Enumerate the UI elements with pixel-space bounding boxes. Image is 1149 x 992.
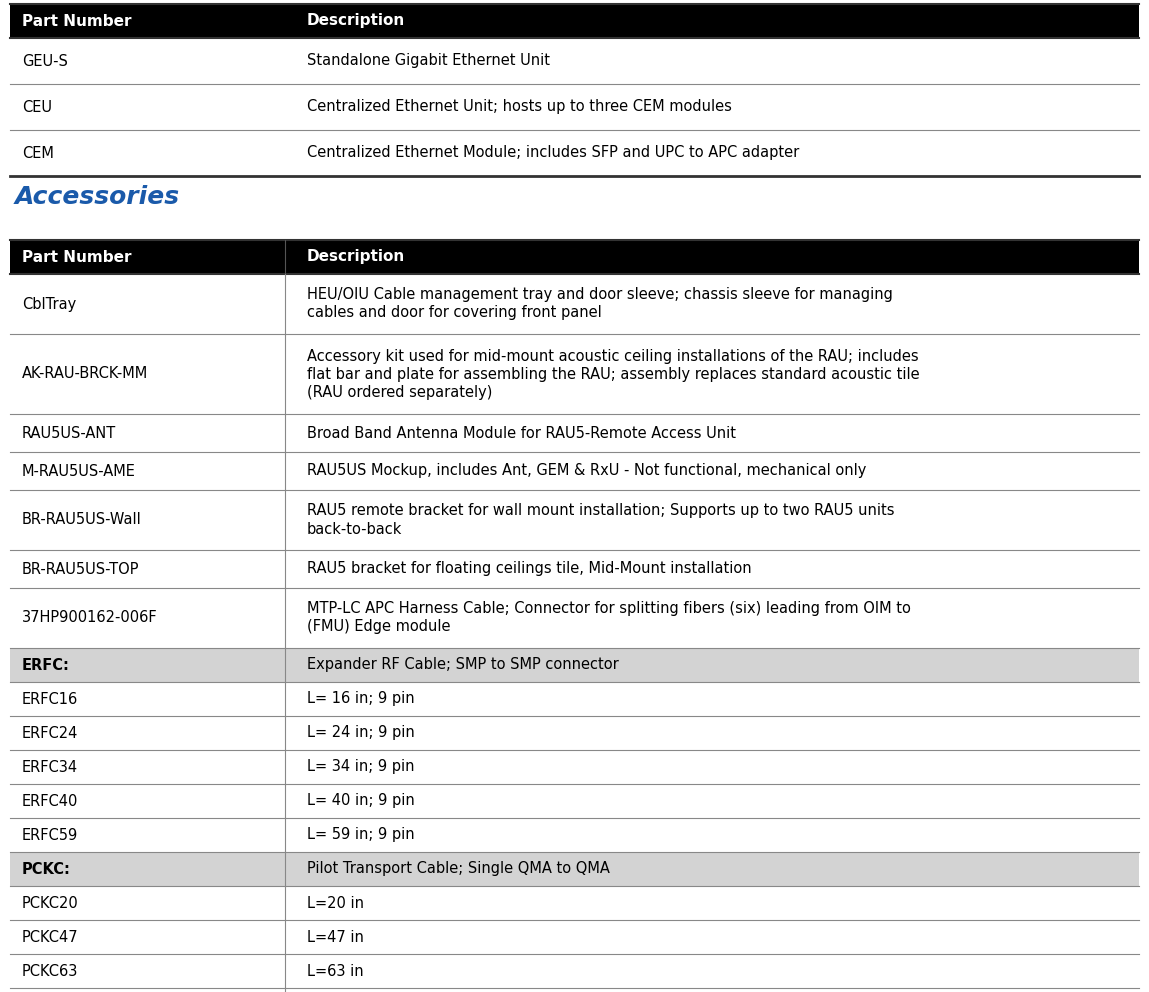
Text: ERFC34: ERFC34 xyxy=(22,760,78,775)
Text: PCKC20: PCKC20 xyxy=(22,896,79,911)
Text: M-RAU5US-AME: M-RAU5US-AME xyxy=(22,463,136,478)
Bar xyxy=(10,550,1139,588)
Text: RAU5US-ANT: RAU5US-ANT xyxy=(22,426,116,440)
Text: L= 40 in; 9 pin: L= 40 in; 9 pin xyxy=(307,794,415,808)
Text: BR-RAU5US-TOP: BR-RAU5US-TOP xyxy=(22,561,139,576)
Bar xyxy=(10,920,1139,954)
Bar xyxy=(10,648,1139,682)
Text: L=20 in: L=20 in xyxy=(307,896,364,911)
Bar xyxy=(10,274,1139,334)
Bar xyxy=(10,784,1139,818)
Text: Description: Description xyxy=(307,250,406,265)
Text: L=63 in: L=63 in xyxy=(307,963,363,978)
Text: Description: Description xyxy=(307,14,406,29)
Bar xyxy=(10,38,1139,84)
Text: Accessory kit used for mid-mount acoustic ceiling installations of the RAU; incl: Accessory kit used for mid-mount acousti… xyxy=(307,348,918,363)
Text: 37HP900162-006F: 37HP900162-006F xyxy=(22,610,157,626)
Text: Accessories: Accessories xyxy=(15,185,180,209)
Bar xyxy=(10,852,1139,886)
Bar xyxy=(10,490,1139,550)
Text: Pilot Transport Cable; Single QMA to QMA: Pilot Transport Cable; Single QMA to QMA xyxy=(307,861,610,877)
Text: L=47 in: L=47 in xyxy=(307,930,364,944)
Bar xyxy=(10,682,1139,716)
Text: Expander RF Cable; SMP to SMP connector: Expander RF Cable; SMP to SMP connector xyxy=(307,658,619,673)
Text: HEU/OIU Cable management tray and door sleeve; chassis sleeve for managing: HEU/OIU Cable management tray and door s… xyxy=(307,288,893,303)
Text: (FMU) Edge module: (FMU) Edge module xyxy=(307,619,450,635)
Bar xyxy=(10,588,1139,648)
Text: AK-RAU-BRCK-MM: AK-RAU-BRCK-MM xyxy=(22,366,148,382)
Bar xyxy=(10,130,1139,176)
Text: RAU5 bracket for floating ceilings tile, Mid-Mount installation: RAU5 bracket for floating ceilings tile,… xyxy=(307,561,751,576)
Bar xyxy=(10,4,1139,38)
Bar xyxy=(10,716,1139,750)
Text: back-to-back: back-to-back xyxy=(307,522,402,537)
Text: flat bar and plate for assembling the RAU; assembly replaces standard acoustic t: flat bar and plate for assembling the RA… xyxy=(307,366,919,382)
Text: PCKC:: PCKC: xyxy=(22,861,71,877)
Text: L= 24 in; 9 pin: L= 24 in; 9 pin xyxy=(307,725,415,740)
Bar xyxy=(10,452,1139,490)
Text: CEU: CEU xyxy=(22,99,52,114)
Bar xyxy=(10,886,1139,920)
Text: ERFC59: ERFC59 xyxy=(22,827,78,842)
Text: Centralized Ethernet Unit; hosts up to three CEM modules: Centralized Ethernet Unit; hosts up to t… xyxy=(307,99,732,114)
Text: RAU5US Mockup, includes Ant, GEM & RxU - Not functional, mechanical only: RAU5US Mockup, includes Ant, GEM & RxU -… xyxy=(307,463,866,478)
Text: Standalone Gigabit Ethernet Unit: Standalone Gigabit Ethernet Unit xyxy=(307,54,550,68)
Text: GEU-S: GEU-S xyxy=(22,54,68,68)
Text: PCKC47: PCKC47 xyxy=(22,930,78,944)
Text: CEM: CEM xyxy=(22,146,54,161)
Bar xyxy=(10,818,1139,852)
Text: L= 59 in; 9 pin: L= 59 in; 9 pin xyxy=(307,827,415,842)
Text: ERFC:: ERFC: xyxy=(22,658,70,673)
Text: MTP-LC APC Harness Cable; Connector for splitting fibers (six) leading from OIM : MTP-LC APC Harness Cable; Connector for … xyxy=(307,601,911,616)
Text: cables and door for covering front panel: cables and door for covering front panel xyxy=(307,306,602,320)
Text: L= 34 in; 9 pin: L= 34 in; 9 pin xyxy=(307,760,415,775)
Text: CblTray: CblTray xyxy=(22,297,76,311)
Text: BR-RAU5US-Wall: BR-RAU5US-Wall xyxy=(22,513,141,528)
Text: ERFC16: ERFC16 xyxy=(22,691,78,706)
Bar xyxy=(10,954,1139,988)
Text: Centralized Ethernet Module; includes SFP and UPC to APC adapter: Centralized Ethernet Module; includes SF… xyxy=(307,146,800,161)
Text: L= 16 in; 9 pin: L= 16 in; 9 pin xyxy=(307,691,415,706)
Text: RAU5 remote bracket for wall mount installation; Supports up to two RAU5 units: RAU5 remote bracket for wall mount insta… xyxy=(307,504,895,519)
Bar xyxy=(10,414,1139,452)
Text: ERFC24: ERFC24 xyxy=(22,725,78,740)
Bar xyxy=(10,750,1139,784)
Bar xyxy=(10,240,1139,274)
Text: Part Number: Part Number xyxy=(22,250,131,265)
Text: (RAU ordered separately): (RAU ordered separately) xyxy=(307,385,493,400)
Bar xyxy=(10,334,1139,414)
Text: PCKC63: PCKC63 xyxy=(22,963,78,978)
Bar xyxy=(10,84,1139,130)
Bar xyxy=(10,988,1139,992)
Text: ERFC40: ERFC40 xyxy=(22,794,78,808)
Text: Broad Band Antenna Module for RAU5-Remote Access Unit: Broad Band Antenna Module for RAU5-Remot… xyxy=(307,426,737,440)
Text: Part Number: Part Number xyxy=(22,14,131,29)
